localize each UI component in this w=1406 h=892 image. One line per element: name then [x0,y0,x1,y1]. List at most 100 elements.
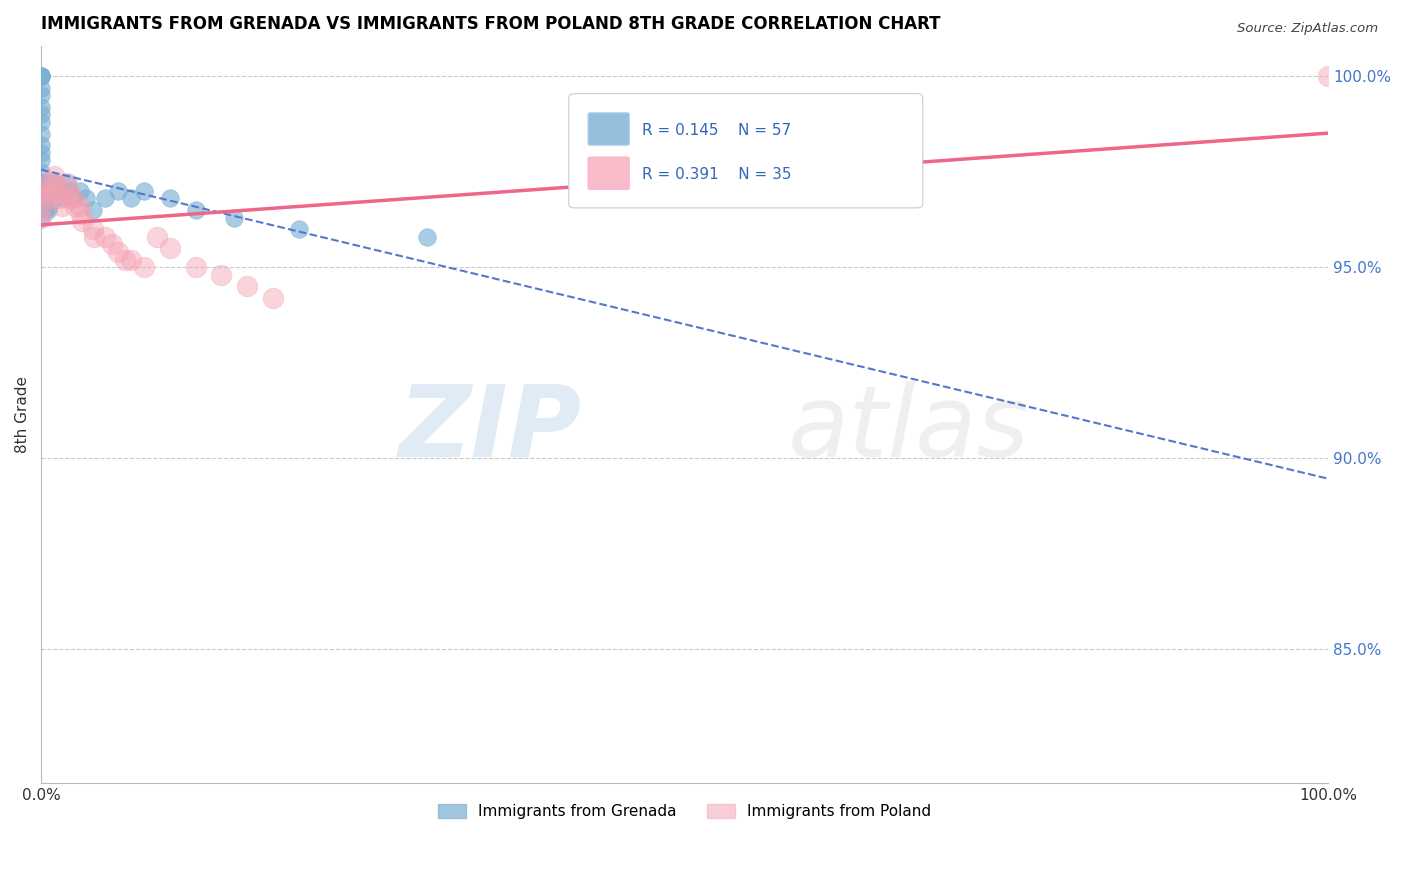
Point [51,192,73,206]
Point [37,176,59,190]
Point [56,176,79,190]
Point [159,192,181,206]
Point [39,184,62,198]
Point [83,229,105,244]
Point [70,207,93,221]
Point [58,192,80,206]
Point [34,199,56,213]
Point [39,192,62,206]
Point [75,192,97,206]
Text: R = 0.391    N = 35: R = 0.391 N = 35 [643,167,792,182]
Point [287,222,309,236]
Point [32,176,55,190]
Point [37,192,59,206]
Point [159,241,181,255]
Point [224,211,246,225]
Point [184,202,207,217]
Point [30,88,52,103]
FancyBboxPatch shape [569,94,922,208]
Point [63,199,86,213]
Point [41,176,63,190]
Point [30,192,52,206]
Point [30,80,52,95]
Point [30,211,52,225]
Point [35,192,58,206]
Point [30,115,52,129]
Point [41,184,63,198]
Point [37,184,59,198]
Text: atlas: atlas [787,381,1029,477]
Point [30,202,52,217]
Point [30,127,52,141]
Point [30,107,52,121]
Point [42,169,65,183]
Point [30,153,52,168]
Point [30,138,52,153]
Point [209,268,232,282]
Point [107,244,129,259]
Point [42,184,65,198]
Point [416,229,439,244]
Point [58,184,80,198]
Point [30,176,52,190]
Point [49,192,72,206]
Point [132,260,155,275]
Point [107,184,129,198]
Point [42,176,65,190]
Point [30,184,52,198]
Point [72,214,94,228]
Point [62,192,84,206]
Point [236,279,259,293]
FancyBboxPatch shape [588,157,630,189]
FancyBboxPatch shape [588,112,630,145]
Point [49,184,72,198]
Point [30,192,52,206]
Point [45,184,67,198]
Point [39,192,62,206]
Point [37,202,59,217]
Text: IMMIGRANTS FROM GRENADA VS IMMIGRANTS FROM POLAND 8TH GRADE CORRELATION CHART: IMMIGRANTS FROM GRENADA VS IMMIGRANTS FR… [41,15,941,33]
Point [1317,69,1340,83]
Point [30,69,52,83]
Point [82,222,104,236]
Point [30,202,52,217]
Point [94,229,117,244]
Point [62,192,84,206]
Point [30,165,52,179]
Point [34,202,56,217]
Point [38,184,60,198]
Point [44,192,66,206]
Legend: Immigrants from Grenada, Immigrants from Poland: Immigrants from Grenada, Immigrants from… [430,797,939,827]
Point [82,202,104,217]
Point [51,199,73,213]
Point [30,211,52,225]
Point [30,69,52,83]
Point [132,184,155,198]
Point [101,237,124,252]
Point [32,184,55,198]
Point [120,252,142,267]
Text: ZIP: ZIP [399,381,582,477]
Point [34,192,56,206]
Point [30,100,52,114]
Point [30,145,52,160]
Point [30,69,52,83]
Point [114,252,136,267]
Point [184,260,207,275]
Point [38,192,60,206]
Y-axis label: 8th Grade: 8th Grade [15,376,30,453]
Point [35,184,58,198]
Point [69,199,91,213]
Point [45,184,67,198]
Text: Source: ZipAtlas.com: Source: ZipAtlas.com [1237,22,1378,36]
Text: R = 0.145    N = 57: R = 0.145 N = 57 [643,123,792,138]
Point [56,184,79,198]
Point [53,184,76,198]
Point [94,192,117,206]
Point [38,199,60,213]
Point [146,229,169,244]
Point [30,184,52,198]
Point [30,69,52,83]
Point [262,291,284,305]
Point [44,176,66,190]
